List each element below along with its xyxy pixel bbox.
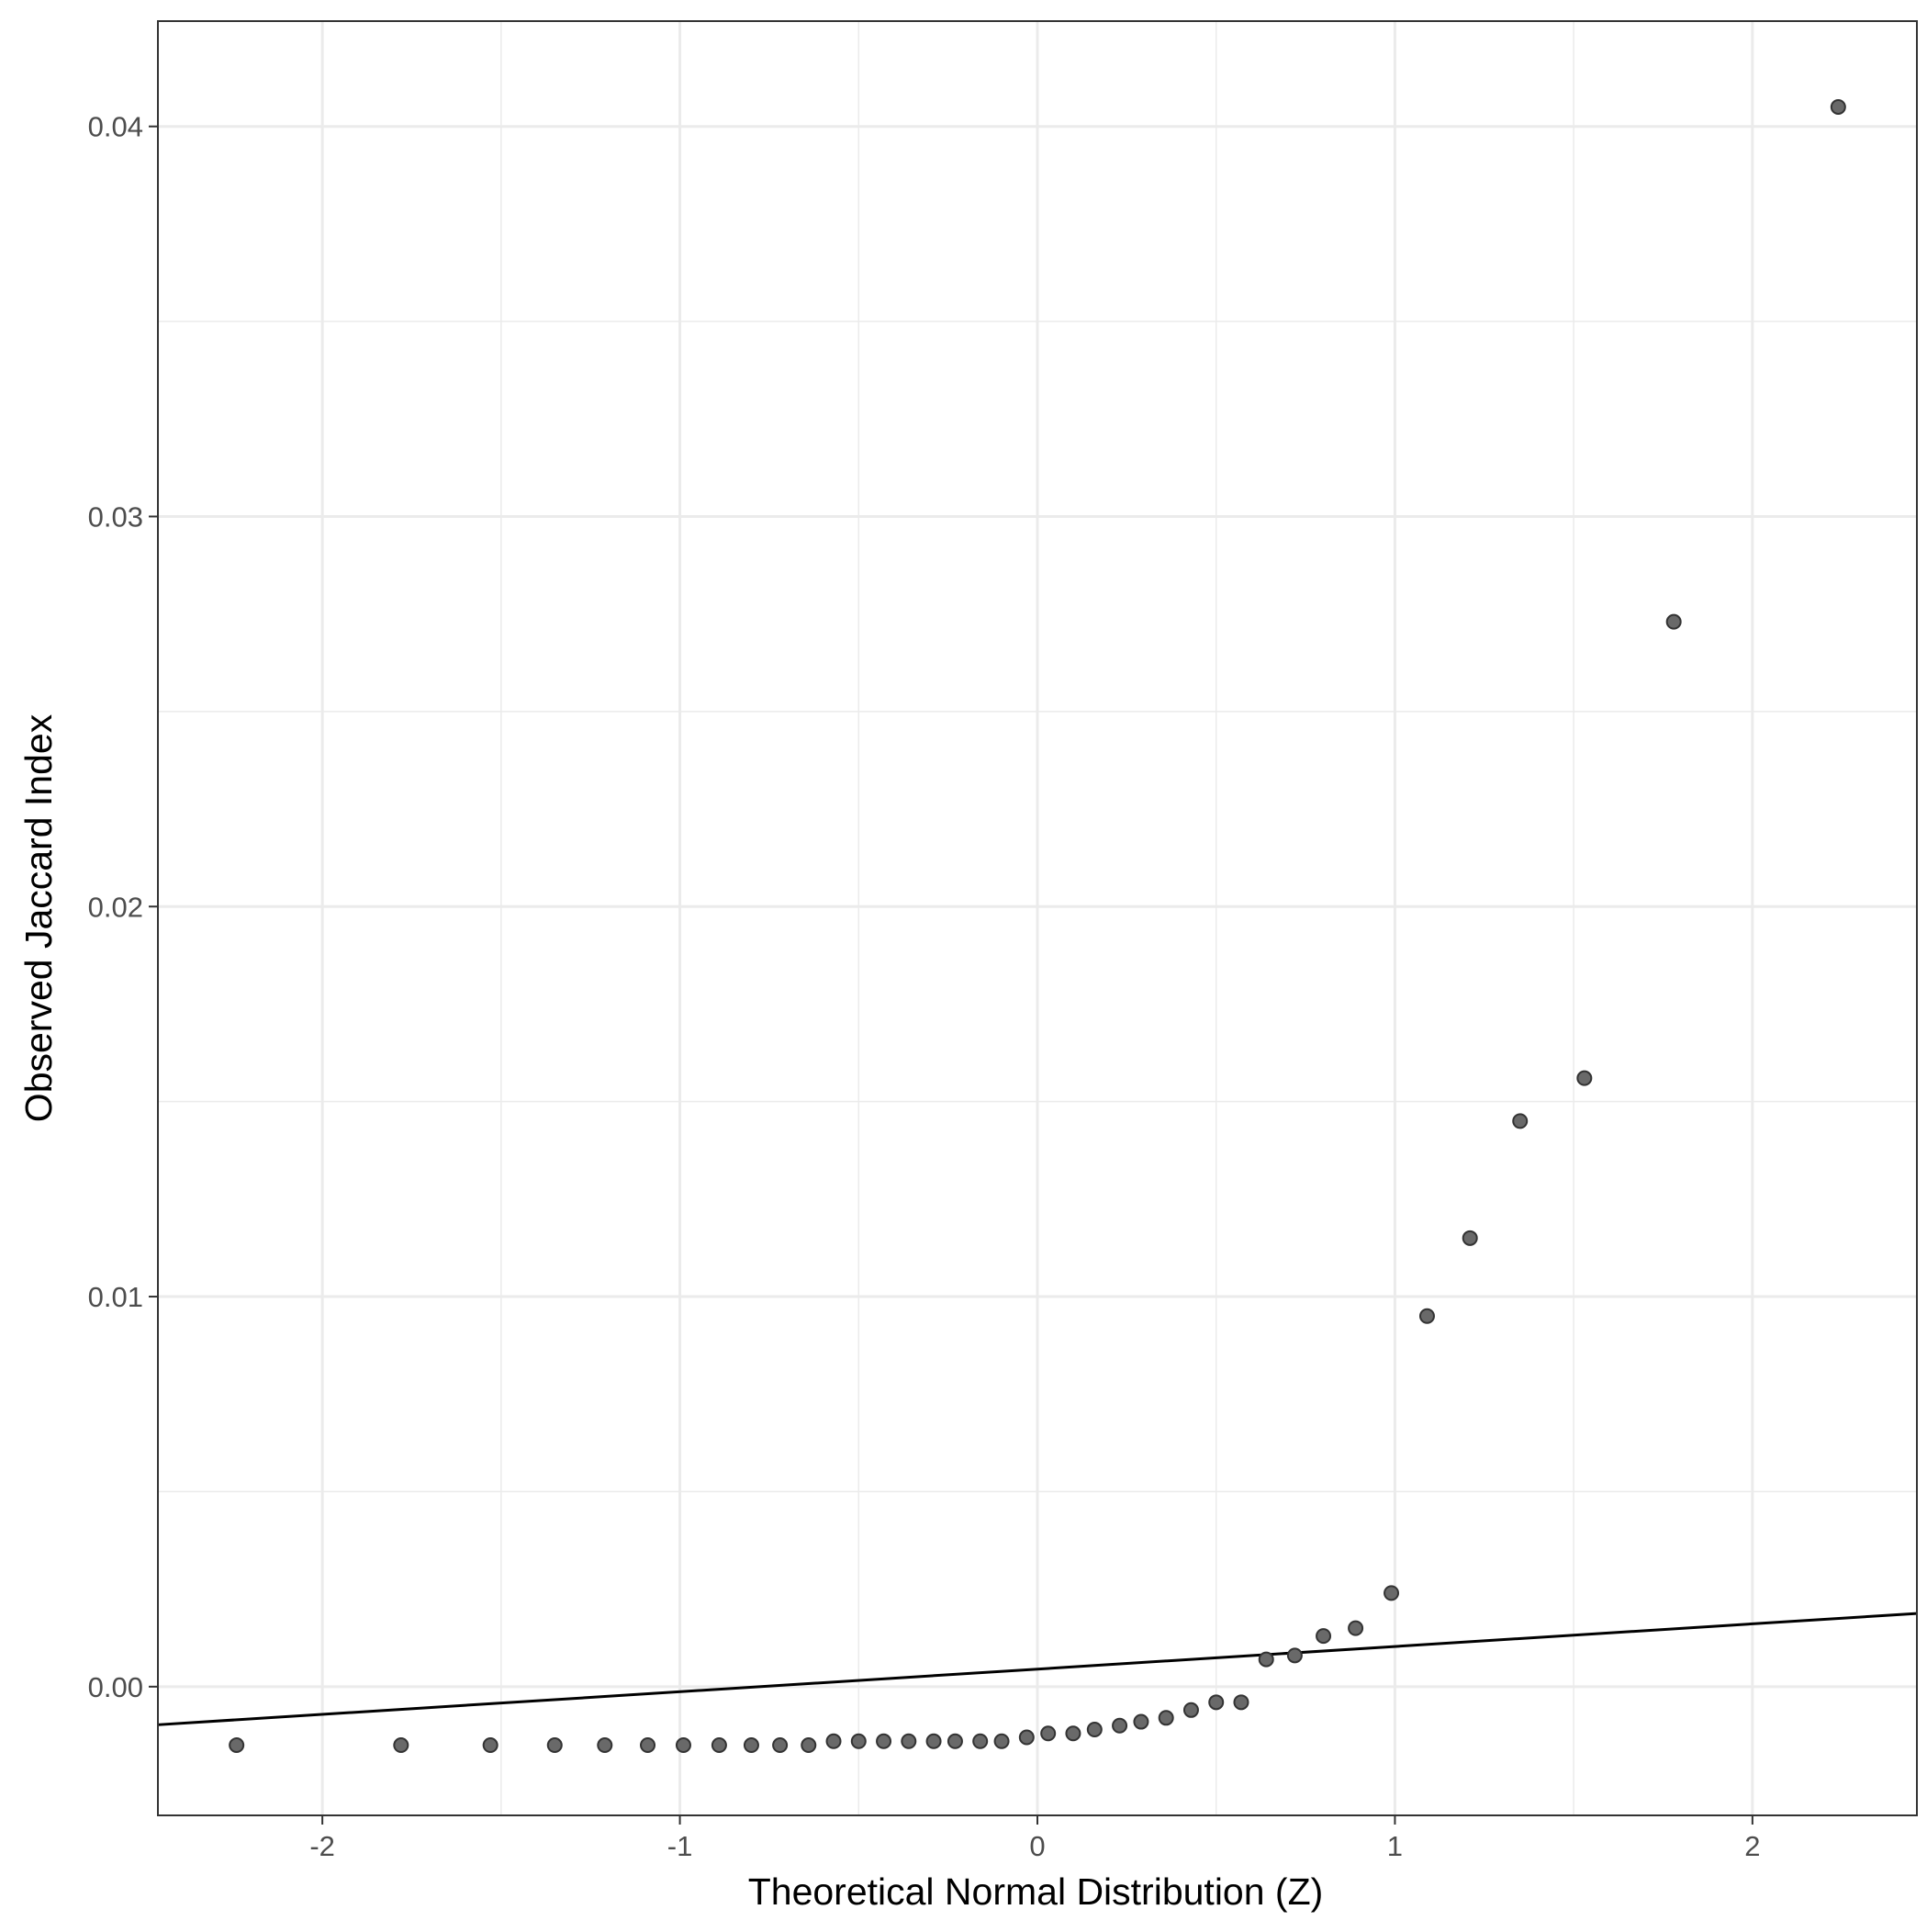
data-point [597,1737,613,1754]
data-point [825,1733,842,1749]
x-axis-title: Theoretical Normal Distribution (Z) [748,1870,1324,1913]
data-point [1418,1308,1435,1324]
x-tick-label: 1 [1387,1830,1403,1862]
data-point [1208,1694,1225,1711]
x-tick-label: 0 [1029,1830,1045,1862]
data-point [772,1737,789,1754]
data-point [1133,1713,1149,1730]
x-tick-label: 2 [1744,1830,1760,1862]
data-point [801,1737,817,1754]
data-point [1112,1717,1128,1734]
data-point [229,1737,245,1754]
data-point [993,1733,1010,1749]
data-point [1665,613,1682,630]
data-point [850,1733,867,1749]
data-point [393,1737,409,1754]
data-point [925,1733,942,1749]
data-point [482,1737,499,1754]
data-point [1086,1722,1103,1738]
data-point [1258,1651,1274,1668]
data-point [1018,1729,1035,1746]
grid-lines [158,21,1917,1815]
data-point [1233,1694,1249,1711]
reference-line [157,1612,1918,1726]
y-tick-label: 0.01 [88,1281,143,1313]
y-tick-label: 0.02 [88,891,143,923]
data-point [1182,1702,1199,1718]
data-point [1462,1230,1478,1246]
data-point [711,1737,727,1754]
data-points [229,98,1846,1754]
data-point [1040,1725,1057,1742]
data-point [972,1733,989,1749]
data-point [743,1737,759,1754]
reference-line-group [157,1612,1918,1726]
data-point [876,1733,892,1749]
data-point [1065,1725,1081,1742]
data-point [1830,98,1846,115]
data-point [947,1733,963,1749]
x-tick-label: -2 [309,1830,335,1862]
y-tick-label: 0.04 [88,111,143,143]
data-point [1512,1113,1529,1129]
x-tick-label: -1 [667,1830,693,1862]
data-point [1348,1620,1364,1636]
data-point [901,1733,917,1749]
data-point [1384,1585,1400,1601]
data-point [1286,1647,1303,1664]
y-tick-label: 0.00 [88,1671,143,1703]
data-point [1316,1628,1332,1645]
axis-ticks: -2 -1 0 1 2 0.00 0.01 0.02 0.03 0.04 [88,111,1761,1862]
y-axis-title: Observed Jaccard Index [17,713,60,1122]
data-point [640,1737,656,1754]
data-point [546,1737,563,1754]
data-point [1576,1070,1593,1086]
data-point [675,1737,691,1754]
data-point [1158,1710,1174,1726]
y-tick-label: 0.03 [88,500,143,533]
